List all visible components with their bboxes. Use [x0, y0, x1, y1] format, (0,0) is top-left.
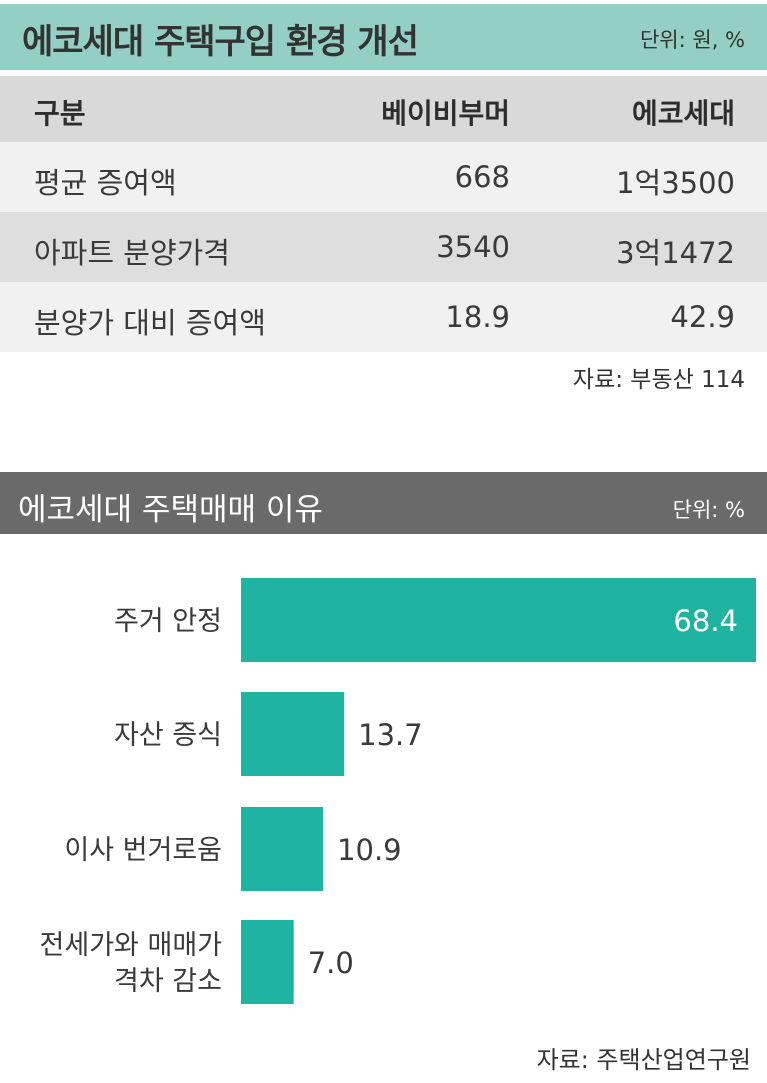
bar: [241, 920, 294, 1004]
baby-boomer-value: 18.9: [445, 300, 510, 334]
chart-source: 자료: 주택산업연구원: [536, 1046, 751, 1074]
bar-chart: 68.4 주거 안정 13.7 자산 증식 10.9 이사 번거로움 7.0 전세가와 매매가…: [40, 578, 756, 1004]
category-label: 주거 안정: [114, 606, 222, 637]
echo-generation-value: 1억3500: [616, 166, 735, 200]
chart-title: 에코세대 주택매매 이유: [18, 492, 323, 528]
bar: [241, 578, 756, 662]
category-label: 이사 번거로움: [64, 835, 222, 866]
baby-boomer-value: 668: [454, 160, 510, 194]
bar-value-label: 68.4: [673, 604, 738, 638]
baby-boomer-value: 3540: [436, 230, 510, 264]
table-row: 분양가 대비 증여액 18.9 42.9: [0, 282, 767, 352]
table-title: 에코세대 주택구입 환경 개선: [22, 22, 419, 62]
header-cell-baby-boomer: 베이비부머: [381, 97, 510, 130]
category-label: 자산 증식: [114, 720, 222, 751]
chart-unit-label: 단위: %: [672, 498, 745, 522]
row-label: 분양가 대비 증여액: [34, 306, 266, 340]
table-header-row: 구분 베이비부머 에코세대: [0, 76, 767, 142]
bar: [241, 692, 345, 776]
table-source: 자료: 부동산 114: [572, 367, 745, 393]
chart-header-bar: [0, 472, 767, 534]
header-cell-category: 구분: [34, 97, 86, 130]
header-cell-echo-generation: 에코세대: [631, 97, 735, 130]
echo-generation-value: 3억1472: [616, 236, 735, 270]
row-label: 평균 증여액: [34, 166, 177, 200]
category-label: 전세가와 매매가: [40, 930, 222, 961]
row-label: 아파트 분양가격: [34, 236, 230, 270]
table-row: 아파트 분양가격 3540 3억1472: [0, 212, 767, 282]
table-row: 평균 증여액 668 1억3500: [0, 142, 767, 212]
table-unit-label: 단위: 원, %: [639, 28, 745, 52]
bar-value-label: 10.9: [337, 833, 402, 867]
bar-value-label: 13.7: [358, 718, 423, 752]
echo-generation-value: 42.9: [670, 300, 735, 334]
bar: [241, 807, 324, 891]
bar-value-label: 7.0: [308, 946, 354, 980]
category-label: 격차 감소: [114, 966, 222, 997]
table-header-bar: [0, 4, 767, 70]
